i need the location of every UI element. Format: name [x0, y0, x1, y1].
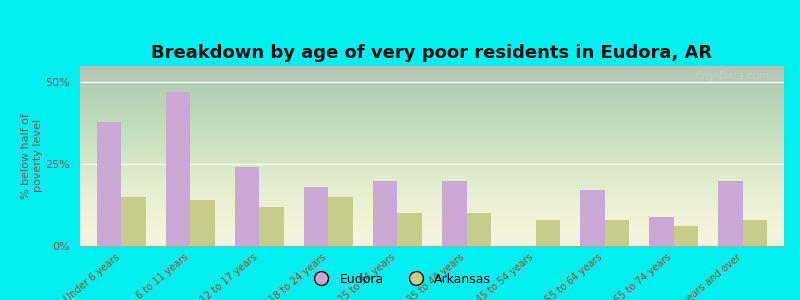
Bar: [718, 181, 742, 246]
Bar: [374, 181, 398, 246]
Bar: [580, 190, 605, 246]
Text: City-Data.com: City-Data.com: [696, 71, 770, 81]
Bar: [674, 226, 698, 246]
Y-axis label: % below half of
poverty level: % below half of poverty level: [21, 113, 42, 199]
Legend: Eudora, Arkansas: Eudora, Arkansas: [304, 268, 496, 291]
Bar: [190, 200, 214, 246]
Bar: [466, 213, 490, 246]
Bar: [122, 197, 146, 246]
Bar: [535, 220, 560, 246]
Bar: [442, 181, 466, 246]
Bar: [98, 122, 122, 246]
Bar: [259, 207, 284, 246]
Bar: [235, 167, 259, 246]
Bar: [605, 220, 629, 246]
Bar: [742, 220, 766, 246]
Bar: [398, 213, 422, 246]
Bar: [650, 217, 674, 246]
Bar: [329, 197, 353, 246]
Bar: [166, 92, 190, 246]
Bar: [304, 187, 329, 246]
Title: Breakdown by age of very poor residents in Eudora, AR: Breakdown by age of very poor residents …: [151, 44, 713, 62]
